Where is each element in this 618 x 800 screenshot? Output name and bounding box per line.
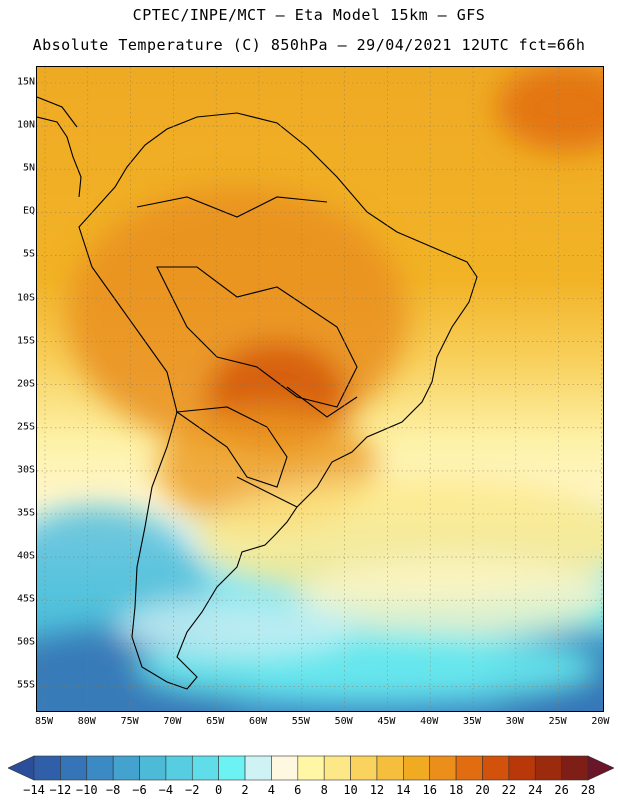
lat-label-10n: 10N [16,119,35,131]
colorbar-label: −6 [132,783,147,797]
colorbar-cell [271,755,299,781]
lat-label-20s: 20S [16,378,35,390]
colorbar-label: 24 [528,783,543,797]
colorbar-cell [350,755,378,781]
lon-label-65w: 65W [206,716,225,727]
colorbar-cell [33,755,61,781]
colorbar-label: 2 [241,783,249,797]
lat-label-15n: 15N [16,76,35,88]
lat-label-5n: 5N [22,162,35,174]
lon-label-45w: 45W [377,716,396,727]
colorbar-label: −4 [158,783,174,797]
colorbar-label: −8 [105,783,121,797]
lon-label-40w: 40W [420,716,439,727]
lat-label-eq: EQ [22,205,35,217]
colorbar-cell [455,755,483,781]
lon-label-75w: 75W [120,716,139,727]
colorbar-label: −10 [75,783,98,797]
colorbar-label: −2 [185,783,200,797]
lon-label-25w: 25W [548,716,567,727]
colorbar-min-arrow [8,755,35,781]
colorbar-label: 14 [396,783,411,797]
colorbar-label: 6 [294,783,302,797]
colorbar-label: 20 [475,783,490,797]
colorbar-label: 0 [215,783,223,797]
title-line-2: Absolute Temperature (C) 850hPa – 29/04/… [32,36,586,54]
colorbar-cell [403,755,431,781]
lat-label-35s: 35S [16,507,35,519]
colorbar-max-arrow [587,755,614,781]
colorbar-cell [429,755,457,781]
map-canvas [37,67,603,711]
colorbar-label: −12 [49,783,72,797]
lon-label-50w: 50W [334,716,353,727]
colorbar-cell [165,755,193,781]
colorbar-label: 10 [343,783,358,797]
lat-lon-grid [37,67,603,711]
colorbar-cell [482,755,510,781]
colorbar-label: 16 [422,783,437,797]
lat-label-50s: 50S [16,636,35,648]
colorbar-label: 28 [580,783,596,797]
colorbar-label: 18 [448,783,464,797]
colorbar-cell [60,755,88,781]
colorbar-cell [376,755,404,781]
lon-label-80w: 80W [77,716,96,727]
colorbar-label: 12 [369,783,385,797]
colorbar-label: 26 [554,783,569,797]
colorbar-cell [508,755,536,781]
lon-label-60w: 60W [248,716,268,727]
lat-label-40s: 40S [16,550,35,562]
lat-label-5s: 5S [22,248,35,260]
colorbar-cell [534,755,562,781]
color-scale-bar [8,755,614,781]
colorbar-cell [112,755,140,781]
lat-label-55s: 55S [16,679,35,691]
lon-label-30w: 30W [505,716,524,727]
colorbar-cell [244,755,272,781]
lon-label-35w: 35W [462,716,482,727]
coastline-outline [37,96,478,690]
lon-label-70w: 70W [163,716,182,727]
colorbar-label: −14 [23,783,45,797]
colorbar-label: 22 [501,783,517,797]
colorbar-cell [297,755,325,781]
colorbar-cell [191,755,219,781]
colorbar-cell [323,755,351,781]
lat-label-10s: 10S [16,292,35,303]
temperature-field [37,67,603,711]
colorbar-cell [561,755,589,781]
lon-label-85w: 85W [34,716,54,727]
title-line-1: CPTEC/INPE/MCT – Eta Model 15km – GFS [132,6,486,24]
colorbar-cell [86,755,114,781]
temperature-map [36,66,604,712]
lat-label-25s: 25S [16,421,35,433]
lat-label-30s: 30S [16,464,35,476]
colorbar-label: 4 [267,783,276,797]
colorbar-cell [139,755,167,781]
colorbar-cell [218,755,246,781]
lat-label-15s: 15S [16,335,35,347]
lon-label-20w: 20W [591,716,610,727]
lat-label-45s: 45S [16,593,35,605]
colorbar-label: 8 [320,783,328,797]
lon-label-55w: 55W [291,716,310,727]
